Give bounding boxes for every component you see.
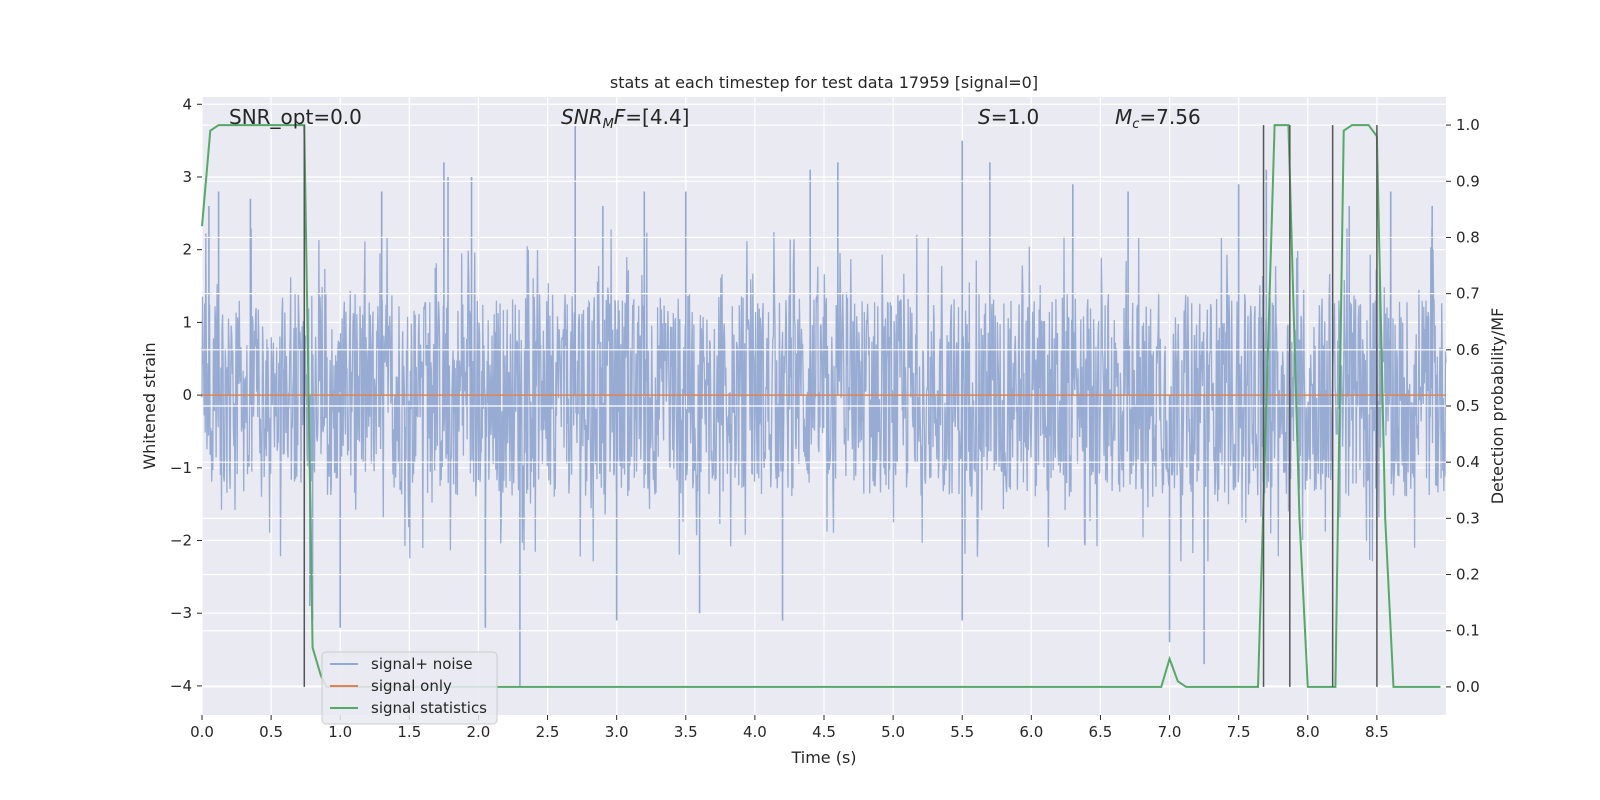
y2-tick-label-8: 0.2 [1456,566,1480,584]
legend-box [321,651,498,725]
x-tick-label-0: 0.0 [190,723,214,741]
y2-tick-label-9: 0.1 [1456,622,1480,640]
x-tick-label-7: 3.5 [674,723,698,741]
y2-axis-ticks: 1.0 0.9 0.8 0.7 0.6 0.5 0.4 0.3 0.2 0.1 0.0 [1446,116,1480,696]
x-tick-label-2: 1.0 [328,723,352,741]
annotation-snr-mf: SNRMF=[4.4] [561,105,689,132]
x-tick-label-5: 2.5 [536,723,560,741]
legend: signal+ noise signal only signal statist… [321,651,498,725]
noise-trace [201,228,1447,562]
y-tick-label-6: −2 [170,532,192,550]
annotation-s: S=1.0 [978,105,1039,129]
x-axis-label: Time (s) [790,748,856,767]
signal-statistics-line [201,124,1441,688]
y-axis-label: Whitened strain [140,342,159,469]
x-tick-label-11: 5.5 [950,723,974,741]
x-tick-label-1: 0.5 [259,723,283,741]
y-tick-label-2: 2 [182,241,192,259]
x-tick-label-3: 1.5 [397,723,421,741]
legend-label-signal-statistics: signal statistics [371,699,487,717]
y2-tick-label-6: 0.4 [1456,453,1480,471]
x-axis-ticks: 0.0 0.5 1.0 1.5 2.0 2.5 3.0 3.5 4.0 4.5 5.0 5.5 6.0 6… [190,715,1389,741]
annotations: SNR_opt=0.0 SNRMF=[4.4] S=1.0 Mc=7.56 [229,105,1201,132]
annotation-mc: Mc=7.56 [1115,105,1201,132]
y2-axis-label: Detection probability/MF [1488,308,1507,505]
y-tick-label-3: 1 [182,313,192,331]
y-tick-label-8: −4 [170,677,192,695]
x-tick-label-12: 6.0 [1019,723,1043,741]
chart-title: stats at each timestep for test data 179… [610,73,1038,92]
x-tick-label-13: 6.5 [1089,723,1113,741]
x-tick-label-8: 4.0 [743,723,767,741]
y2-tick-label-7: 0.3 [1456,509,1480,527]
y-tick-label-0: 4 [182,95,192,113]
y2-tick-label-3: 0.7 [1456,285,1480,303]
y2-tick-label-4: 0.6 [1456,341,1480,359]
x-tick-label-15: 7.5 [1227,723,1251,741]
legend-label-signal-only: signal only [371,677,452,695]
y-tick-label-5: −1 [170,459,192,477]
x-tick-label-4: 2.0 [467,723,491,741]
x-tick-label-9: 4.5 [812,723,836,741]
y2-tick-label-0: 1.0 [1456,116,1480,134]
line-series [201,124,1446,688]
y-axis-ticks: 4 3 2 1 0 −1 −2 −3 −4 [170,95,202,695]
x-tick-label-6: 3.0 [605,723,629,741]
x-tick-label-16: 8.0 [1296,723,1320,741]
legend-label-signal-noise: signal+ noise [371,655,473,673]
y-tick-label-1: 3 [182,168,192,186]
x-tick-label-10: 5.0 [881,723,905,741]
vertical-markers [303,125,1378,687]
y-tick-label-4: 0 [182,386,192,404]
signal-noise-series [201,124,1447,688]
y2-tick-label-1: 0.9 [1456,172,1480,190]
y2-tick-label-10: 0.0 [1456,678,1480,696]
x-tick-label-17: 8.5 [1365,723,1389,741]
y2-tick-label-5: 0.5 [1456,397,1480,415]
y-tick-label-7: −3 [170,604,192,622]
annotation-snr-opt: SNR_opt=0.0 [229,105,362,129]
x-tick-label-14: 7.0 [1158,723,1182,741]
y2-tick-label-2: 0.8 [1456,228,1480,246]
